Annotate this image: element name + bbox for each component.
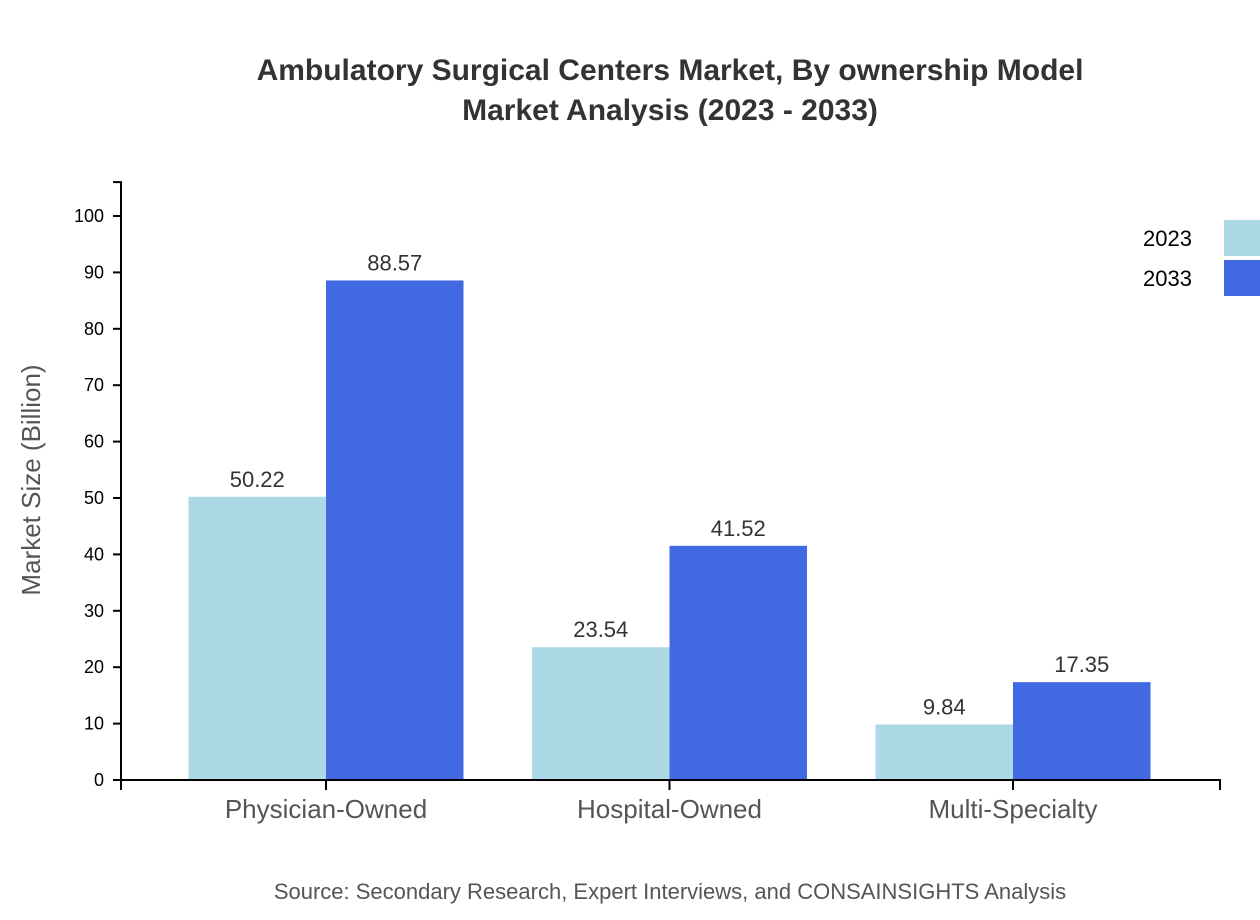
- source-note: Source: Secondary Research, Expert Inter…: [274, 879, 1066, 904]
- axes: 0 10 20 30 40 50 60 70 80 90 100 Physician-Owned Hos…: [74, 181, 1221, 824]
- y-tick-label: 100: [74, 206, 104, 226]
- y-axis-label: Market Size (Billion): [16, 364, 46, 595]
- x-tick-label: Multi-Specialty: [928, 794, 1097, 824]
- data-label: 50.22: [230, 467, 285, 492]
- data-label: 41.52: [711, 516, 766, 541]
- y-tick-label: 40: [84, 544, 104, 564]
- y-tick-label: 50: [84, 488, 104, 508]
- bar-2033: [669, 545, 807, 780]
- bar-2033: [326, 280, 464, 780]
- chart-title: Ambulatory Surgical Centers Market, By o…: [257, 54, 1084, 87]
- x-tick-label: Physician-Owned: [225, 794, 427, 824]
- y-tick-label: 80: [84, 319, 104, 339]
- bar-2033: [1013, 682, 1151, 780]
- y-tick-label: 60: [84, 432, 104, 452]
- data-label: 23.54: [573, 617, 628, 642]
- y-tick-label: 10: [84, 714, 104, 734]
- y-tick-label: 30: [84, 601, 104, 621]
- y-tick-label: 70: [84, 375, 104, 395]
- legend: 2023 2033: [1143, 220, 1260, 296]
- data-label: 88.57: [367, 250, 422, 275]
- legend-swatch: [1224, 260, 1260, 296]
- bars: 50.22 88.57 23.54 41.52 9.84 17.35: [188, 250, 1151, 780]
- data-label: 9.84: [923, 695, 966, 720]
- legend-label: 2023: [1143, 226, 1192, 251]
- bar-2023: [875, 724, 1013, 780]
- x-tick-label: Hospital-Owned: [577, 794, 762, 824]
- bar-2023: [532, 647, 670, 780]
- legend-label: 2033: [1143, 266, 1192, 291]
- data-label: 17.35: [1054, 652, 1109, 677]
- chart-subtitle: Market Analysis (2023 - 2033): [462, 94, 878, 127]
- legend-swatch: [1224, 220, 1260, 256]
- y-tick-label: 20: [84, 657, 104, 677]
- y-tick-label: 90: [84, 262, 104, 282]
- bar-2023: [188, 496, 326, 780]
- y-tick-label: 0: [94, 770, 104, 790]
- y-axis-line: [113, 181, 122, 780]
